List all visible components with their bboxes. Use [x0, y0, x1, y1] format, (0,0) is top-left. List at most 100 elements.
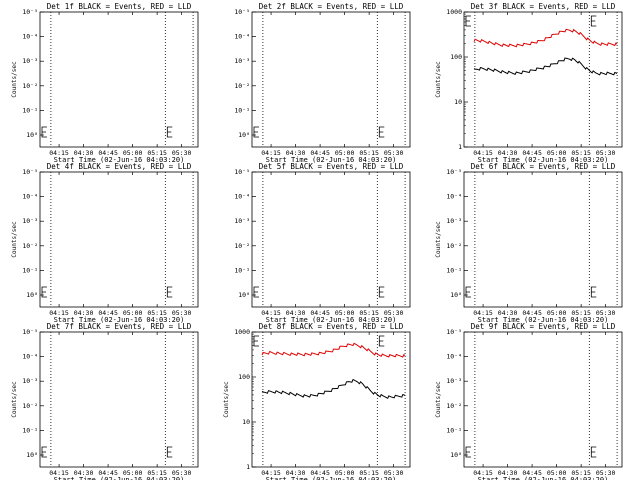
event-marker-glyph	[590, 286, 597, 298]
event-marker-glyph	[465, 286, 471, 298]
x-axis-label: Start Time (02-Jun-16 04:03:20)	[54, 156, 185, 164]
y-tick-label: 10⁻²	[22, 402, 38, 410]
panel-title: Det 4f BLACK = Events, RED = LLD	[47, 162, 192, 171]
x-tick-label: 05:00	[123, 469, 143, 477]
x-tick-label: 05:15	[147, 149, 167, 157]
y-tick-label: 10⁻⁴	[234, 33, 250, 41]
event-marker-glyph	[253, 126, 259, 138]
panel-title: Det 7f BLACK = Events, RED = LLD	[47, 322, 192, 331]
x-tick-label: 04:30	[498, 469, 518, 477]
y-tick-label: 10⁻⁵	[234, 168, 250, 176]
plot-frame	[39, 171, 199, 308]
panel-det-5: Det 5f BLACK = Events, RED = LLD 04:15 04:…	[234, 162, 411, 324]
x-axis-label: Start Time (02-Jun-16 04:03:20)	[266, 476, 397, 480]
y-tick-label: 10⁻³	[446, 217, 462, 225]
y-tick-label: 10⁻³	[234, 57, 250, 65]
y-tick-label: 10⁰	[26, 291, 38, 299]
x-axis-label: Start Time (02-Jun-16 04:03:20)	[54, 476, 185, 480]
plot-frame	[39, 11, 199, 148]
y-tick-label: 10⁰	[450, 451, 462, 459]
x-tick-label: 05:30	[172, 469, 192, 477]
y-axis-label: Counts/sec	[11, 381, 18, 418]
y-tick-label: 10⁻⁴	[446, 193, 462, 201]
y-axis-label: Counts/sec	[435, 221, 442, 258]
series-line	[473, 57, 618, 76]
x-tick-label: 04:45	[98, 149, 118, 157]
x-tick-label: 04:15	[261, 309, 281, 317]
y-tick-label: 10⁻⁵	[446, 168, 462, 176]
y-tick-label: 10⁻²	[22, 242, 38, 250]
y-tick-label: 10⁻³	[234, 217, 250, 225]
x-tick-label: 04:15	[473, 309, 493, 317]
x-tick-label: 05:00	[123, 149, 143, 157]
y-tick-label: 10⁰	[450, 291, 462, 299]
x-tick-label: 05:15	[571, 309, 591, 317]
event-marker-glyph	[41, 126, 47, 138]
y-tick-label: 10⁻⁵	[234, 8, 250, 16]
x-axis-label: Start Time (02-Jun-16 04:03:20)	[478, 316, 609, 324]
x-tick-label: 05:30	[596, 149, 616, 157]
y-tick-label: 10⁻²	[446, 242, 462, 250]
x-tick-label: 04:15	[261, 149, 281, 157]
y-tick-label: 10⁻³	[22, 57, 38, 65]
x-tick-label: 04:30	[498, 149, 518, 157]
y-tick-label: 10⁻¹	[22, 426, 38, 434]
x-tick-label: 04:15	[49, 309, 69, 317]
y-tick-label: 1	[458, 143, 462, 151]
event-marker-glyph	[166, 446, 173, 458]
x-tick-label: 05:30	[172, 309, 192, 317]
y-tick-label: 10	[242, 418, 250, 426]
panel-title: Det 5f BLACK = Events, RED = LLD	[259, 162, 404, 171]
x-tick-label: 05:30	[596, 309, 616, 317]
y-tick-label: 10⁻¹	[22, 266, 38, 274]
y-axis-label: Counts/sec	[435, 61, 442, 98]
event-marker-glyph	[590, 15, 597, 27]
x-tick-label: 05:00	[547, 149, 567, 157]
panel-title: Det 1f BLACK = Events, RED = LLD	[47, 2, 192, 11]
plot-frame	[251, 171, 411, 308]
x-axis-label: Start Time (02-Jun-16 04:03:20)	[266, 156, 397, 164]
x-tick-label: 05:00	[335, 469, 355, 477]
panel-det-1: Det 1f BLACK = Events, RED = LLD 04:15 04:…	[11, 2, 199, 164]
x-tick-label: 05:15	[359, 309, 379, 317]
series-line	[261, 342, 406, 358]
y-tick-label: 100	[238, 373, 250, 381]
x-axis-label: Start Time (02-Jun-16 04:03:20)	[54, 316, 185, 324]
y-tick-label: 10⁰	[26, 131, 38, 139]
x-tick-label: 04:15	[49, 469, 69, 477]
plot-frame	[251, 331, 411, 468]
x-tick-label: 04:30	[286, 469, 306, 477]
plot-frame	[39, 331, 199, 468]
x-tick-label: 05:00	[547, 469, 567, 477]
x-tick-label: 05:15	[359, 469, 379, 477]
y-tick-label: 10⁻⁴	[22, 193, 38, 201]
event-marker-glyph	[378, 335, 385, 347]
x-tick-label: 05:30	[384, 469, 404, 477]
panel-det-8: Det 8f BLACK = Events, RED = LLD 04:15 04:…	[223, 322, 411, 484]
y-tick-label: 10⁻⁴	[446, 353, 462, 361]
event-marker-glyph	[253, 286, 259, 298]
x-axis-label: Start Time (02-Jun-16 04:03:20)	[478, 156, 609, 164]
x-tick-label: 04:30	[74, 149, 94, 157]
x-tick-label: 04:30	[74, 309, 94, 317]
panel-det-4: Det 4f BLACK = Events, RED = LLD 04:15 04:…	[11, 162, 199, 324]
x-tick-label: 05:15	[571, 469, 591, 477]
x-tick-label: 05:30	[384, 149, 404, 157]
x-tick-label: 04:45	[522, 469, 542, 477]
y-tick-label: 1000	[446, 8, 462, 16]
event-marker-glyph	[378, 286, 385, 298]
event-marker-glyph	[465, 15, 471, 27]
y-tick-label: 10	[454, 98, 462, 106]
panel-det-2: Det 2f BLACK = Events, RED = LLD 04:15 04:…	[234, 2, 411, 164]
x-tick-label: 05:00	[123, 309, 143, 317]
x-tick-label: 04:45	[522, 149, 542, 157]
x-tick-label: 04:15	[473, 149, 493, 157]
event-marker-glyph	[166, 126, 173, 138]
y-tick-label: 10⁻¹	[446, 266, 462, 274]
y-tick-label: 10⁻¹	[234, 106, 250, 114]
y-tick-label: 10⁰	[238, 291, 250, 299]
y-axis-label: Counts/sec	[11, 61, 18, 98]
x-tick-label: 04:30	[286, 309, 306, 317]
y-tick-label: 10⁰	[238, 131, 250, 139]
